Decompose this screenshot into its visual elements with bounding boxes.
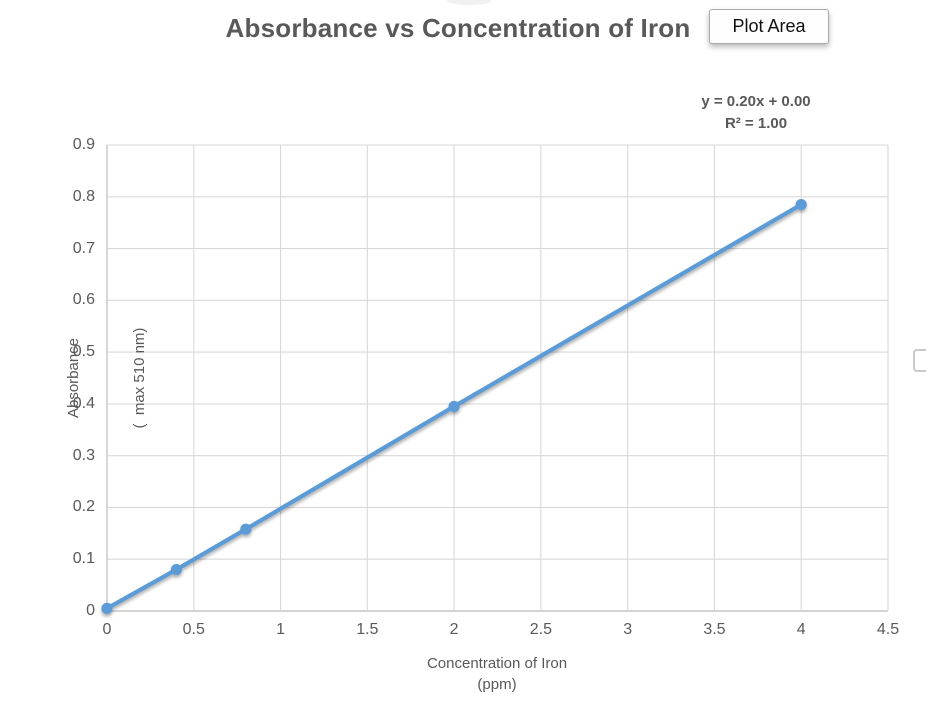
x-tick-label: 1: [276, 621, 285, 638]
x-tick-label: 1.5: [356, 621, 379, 638]
x-tick-label: 3.5: [703, 621, 726, 638]
x-tick-label: 0.5: [182, 621, 205, 638]
data-point-marker[interactable]: [448, 400, 460, 413]
chart-title: Absorbance vs Concentration of Iron: [225, 13, 691, 43]
y-tick-label: 0.5: [72, 343, 95, 361]
x-tick-label: 4: [796, 621, 806, 638]
x-tick-label: 4.5: [876, 621, 900, 638]
top-edge-artifact: [447, 0, 491, 5]
y-axis-title-line1: Absorbance: [65, 337, 82, 419]
x-tick-label: 2.5: [529, 621, 552, 638]
y-tick-label: 0.1: [72, 550, 95, 568]
x-tick-label: 0: [102, 621, 112, 638]
x-axis-title: Concentration of Iron (ppm): [347, 653, 647, 695]
x-tick-label: 2: [449, 621, 459, 638]
y-tick-label: 0.6: [72, 291, 95, 309]
y-axis-title: Absorbance ( max 510 nm): [19, 258, 148, 498]
data-series[interactable]: [101, 198, 807, 615]
clipped-edge-control: [913, 349, 926, 372]
y-tick-label: 0.4: [72, 394, 95, 412]
y-tick-label: 0.3: [72, 446, 95, 464]
data-point-marker[interactable]: [795, 198, 807, 211]
y-tick-label: 0: [86, 602, 95, 619]
data-point-marker[interactable]: [240, 523, 252, 535]
data-point-marker[interactable]: [101, 602, 113, 615]
y-tick-label: 0.8: [72, 187, 95, 205]
data-point-marker[interactable]: [170, 563, 183, 576]
y-tick-label: 0.7: [72, 239, 95, 257]
x-axis-title-line1: Concentration of Iron: [426, 655, 568, 672]
y-axis-title-line2: ( max 510 nm): [131, 327, 148, 429]
y-tick-label: 0.2: [72, 498, 95, 516]
y-tick-label: 0.9: [72, 136, 95, 153]
trendline-r-squared: R² = 1.00: [724, 115, 788, 132]
plot-area-tooltip-label: Plot Area: [732, 16, 806, 36]
plot-area-tooltip: Plot Area: [709, 9, 829, 44]
gridlines-layer: [106, 144, 889, 612]
x-tick-label: 3: [623, 621, 633, 638]
trendline-annotation[interactable]: y = 0.20x + 0.00 R² = 1.00: [656, 91, 856, 135]
trendline-equation: y = 0.20x + 0.00: [701, 93, 811, 110]
x-axis-title-line2: (ppm): [477, 676, 517, 693]
